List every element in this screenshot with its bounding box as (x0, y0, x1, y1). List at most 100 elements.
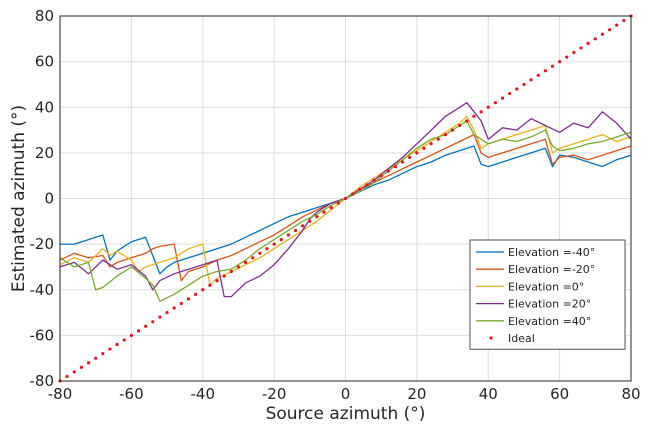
ideal-point (422, 146, 426, 150)
legend-entry: Elevation =0° (508, 280, 584, 293)
x-tick-label: 80 (621, 385, 640, 403)
legend-entry: Elevation =40° (508, 315, 591, 328)
ideal-point (72, 370, 76, 374)
ideal-point (165, 310, 169, 315)
ideal-point (386, 169, 390, 173)
ideal-point (322, 210, 326, 214)
ideal-point (465, 119, 469, 123)
ideal-point (201, 288, 205, 292)
ideal-point (600, 32, 605, 36)
ideal-point (443, 133, 448, 137)
ideal-point (329, 206, 333, 210)
ideal-point (229, 269, 233, 274)
y-tick-label: 40 (35, 98, 54, 116)
ideal-point (558, 60, 562, 64)
ideal-point (458, 123, 462, 128)
legend-swatch (489, 336, 493, 340)
ideal-point (508, 91, 512, 96)
ideal-point (536, 73, 540, 77)
tick-labels: -80 -60 -40 -20 0 20 40 60 80 80 60 40 20 0 -20 -40 -60 -… (30, 7, 641, 403)
y-tick-label: -40 (30, 281, 55, 299)
plot-area-border (59, 15, 632, 382)
ideal-point (236, 265, 241, 269)
ideal-point (479, 110, 483, 114)
ideal-point (401, 160, 405, 164)
x-tick-label: 20 (407, 385, 426, 403)
ideal-point (436, 137, 440, 141)
ideal-point (408, 155, 412, 160)
ideal-point (293, 228, 298, 233)
ideal-point (308, 219, 312, 223)
ideal-point (144, 324, 148, 328)
ideal-point (565, 55, 569, 59)
ideal-point (493, 101, 497, 105)
ideal-point (172, 306, 176, 310)
ideal-point (258, 251, 262, 255)
series-line-3 (59, 102, 632, 298)
ideal-point (450, 128, 455, 132)
ideal-point (179, 301, 183, 306)
series-layer (58, 14, 633, 383)
y-tick-label: -80 (30, 372, 55, 390)
ideal-point (151, 320, 155, 324)
x-axis-label: Source azimuth (°) (266, 404, 426, 424)
x-tick-label: 60 (550, 385, 569, 403)
ideal-point (593, 37, 597, 41)
x-tick-label: -40 (191, 385, 216, 403)
ideal-point (79, 365, 84, 369)
ideal-point (65, 374, 69, 379)
series-ideal-points (58, 14, 633, 383)
ideal-point (515, 87, 519, 91)
y-axis-label: Estimated azimuth (°) (9, 105, 29, 292)
ideal-point (94, 356, 98, 360)
ideal-point (215, 279, 219, 283)
ideal-point (86, 361, 91, 365)
ideal-point (115, 342, 119, 347)
ideal-point (429, 142, 433, 146)
ideal-point (272, 242, 276, 246)
ideal-point (607, 28, 612, 32)
ideal-point (343, 196, 348, 201)
ideal-point (486, 105, 490, 109)
ideal-point (279, 237, 283, 242)
ideal-point (222, 274, 226, 278)
y-tick-label: 60 (35, 53, 54, 71)
y-tick-label: -20 (30, 235, 55, 253)
ideal-point (251, 256, 255, 260)
legend-entry: Elevation =-20° (508, 263, 595, 276)
ideal-point (529, 78, 533, 82)
legend: Elevation =-40° Elevation =-20° Elevation … (469, 239, 626, 350)
ideal-point (265, 247, 269, 251)
y-tick-label: -60 (30, 326, 55, 344)
x-tick-label: 0 (341, 385, 351, 403)
ideal-point (286, 233, 290, 237)
x-tick-label: -80 (48, 385, 73, 403)
ideal-point (579, 46, 583, 50)
ideal-point (472, 114, 476, 118)
ideal-point (358, 187, 362, 191)
ideal-point (208, 283, 212, 287)
legend-box (469, 239, 626, 350)
ideal-point (129, 333, 133, 337)
legend-entry: Elevation =20° (508, 298, 591, 311)
ideal-point (351, 192, 355, 196)
ideal-point (615, 23, 619, 27)
ideal-point (379, 174, 383, 178)
ideal-point (500, 96, 505, 100)
ideal-point (243, 260, 248, 264)
ideal-point (543, 69, 547, 73)
ideal-point (336, 201, 340, 205)
legend-entry: Ideal (508, 332, 535, 345)
x-tick-label: -20 (262, 385, 287, 403)
ideal-point (108, 347, 112, 351)
ideal-point (522, 82, 526, 87)
ideal-point (586, 41, 590, 45)
ideal-point (315, 215, 319, 219)
y-tick-label: 20 (35, 144, 54, 162)
ideal-point (158, 315, 162, 319)
ideal-point (550, 64, 555, 68)
ideal-point (186, 297, 191, 301)
legend-entry: Elevation =-40° (508, 246, 595, 259)
ideal-point (572, 50, 576, 55)
